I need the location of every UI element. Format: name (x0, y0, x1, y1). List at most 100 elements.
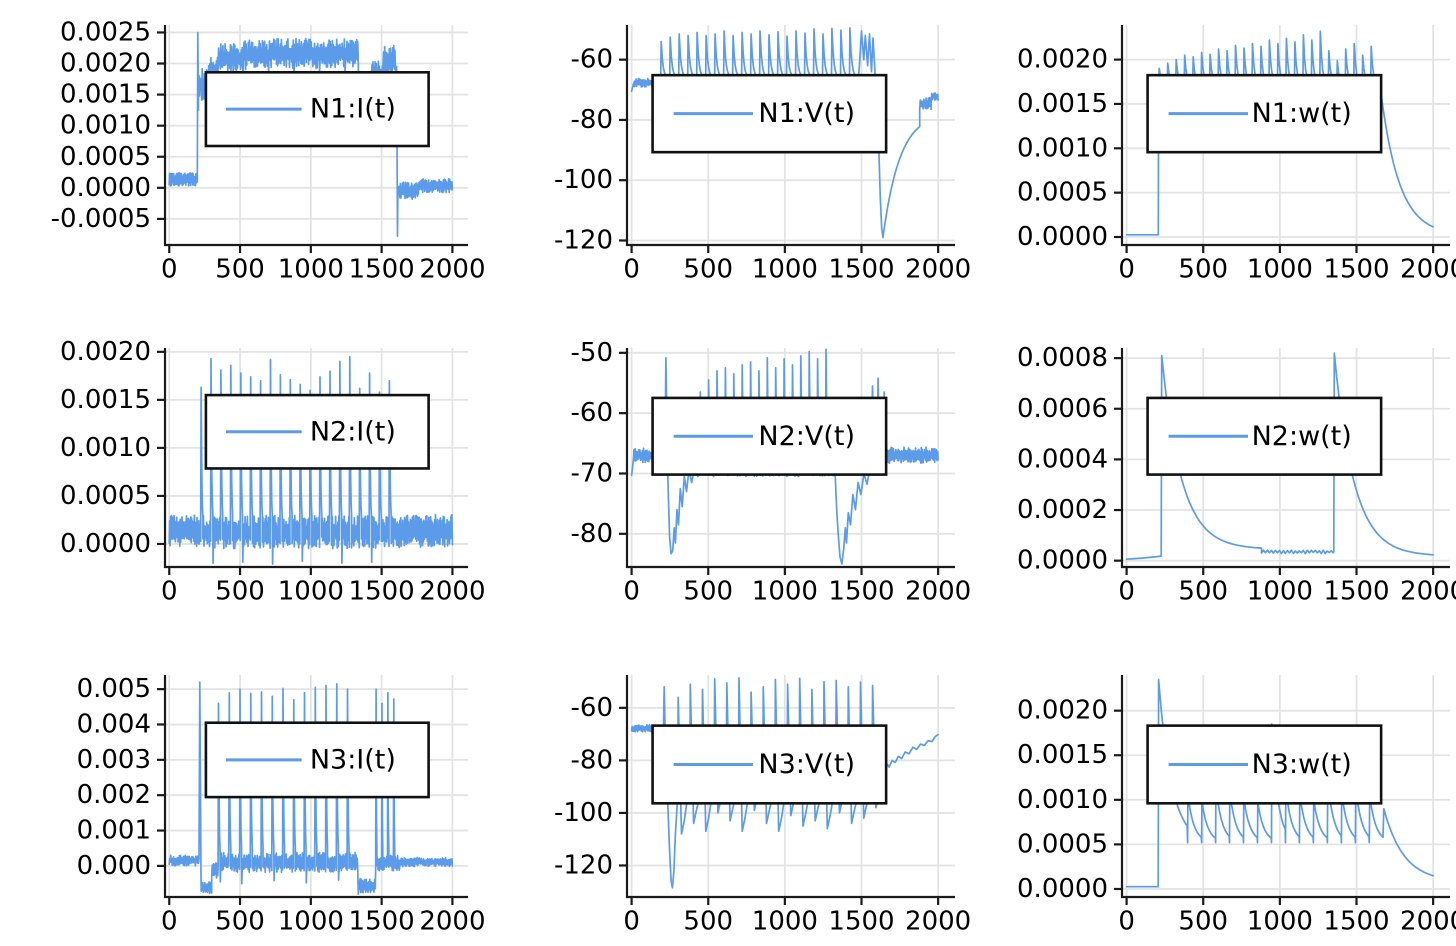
legend-label: N1:V(t) (758, 98, 855, 129)
legend-label: N3:w(t) (1252, 749, 1352, 780)
x-tick-label: 1500 (828, 906, 894, 936)
subplot-n2-v: -50 -60 -70 -80 0 500 1000 1500 2000 N2:V(t) (485, 300, 971, 630)
axes (1114, 675, 1450, 905)
subplot-n3-w: 0.0020 0.0015 0.0010 0.0005 0.0000 0 500 1000 15… (971, 630, 1456, 946)
y-tick-label: 0.0020 (60, 49, 151, 79)
x-tick-label: 500 (683, 254, 733, 284)
y-tick-label: -70 (571, 458, 613, 488)
y-tick-label: 0.005 (77, 674, 151, 704)
axes (619, 25, 955, 253)
x-tick-label: 1500 (1323, 254, 1389, 284)
legend-label: N3:V(t) (758, 749, 855, 780)
y-tick-label: 0.0025 (60, 17, 151, 47)
subplot-n2-w: 0.0008 0.0006 0.0004 0.0002 0.0000 0 500 1000 15… (971, 300, 1456, 630)
y-tick-label: -80 (571, 745, 613, 775)
legend-label: N2:w(t) (1252, 421, 1352, 452)
chart-svg-n1-v: -60 -80 -100 -120 0 500 1000 1500 2000 N1:V(t) (554, 25, 971, 284)
x-tick-label: 1500 (828, 254, 894, 284)
series-line-n2-i (168, 355, 454, 565)
subplot-n1-w: 0.0020 0.0015 0.0010 0.0005 0.0000 0 500 1000 15… (971, 0, 1456, 300)
y-tick-label: 0.0002 (1017, 495, 1108, 525)
y-tick-label: 0.0015 (60, 385, 151, 415)
y-tick-label: 0.0008 (1017, 343, 1108, 373)
axis-spines (1120, 675, 1450, 899)
axis-spines (163, 675, 468, 899)
tick-labels: 0.0020 0.0015 0.0010 0.0005 0.0000 0 500 1000 15… (1017, 696, 1456, 937)
x-tick-label: 1000 (752, 576, 818, 606)
y-tick-label: -100 (554, 798, 613, 828)
axes (157, 25, 468, 253)
y-tick-label: 0.0000 (60, 529, 151, 559)
legend-label: N2:V(t) (758, 421, 855, 452)
y-tick-label: -0.0005 (51, 204, 151, 234)
axis-spines (163, 348, 468, 569)
y-tick-label: -100 (554, 165, 613, 195)
series-line-n1-i (168, 31, 454, 238)
x-tick-label: 1500 (349, 576, 415, 606)
x-tick-label: 2000 (905, 254, 971, 284)
legend-n3-v: N3:V(t) (651, 724, 888, 805)
x-tick-label: 500 (683, 576, 733, 606)
x-tick-label: 1000 (752, 906, 818, 936)
x-tick-label: 2000 (419, 906, 485, 936)
chart-svg-n3-i: 0.005 0.004 0.003 0.002 0.001 0.000 0 500 1000 15… (77, 674, 485, 936)
x-tick-label: 2000 (1400, 576, 1456, 606)
y-tick-label: 0.0020 (1017, 45, 1108, 75)
x-tick-label: 1500 (828, 576, 894, 606)
axis-spines (1120, 25, 1450, 247)
axes (1114, 348, 1450, 575)
y-tick-label: 0.0010 (60, 111, 151, 141)
subplot-n3-v: -60 -80 -100 -120 0 500 1000 1500 2000 N3:V(t) (485, 630, 971, 946)
y-tick-label: 0.0006 (1017, 394, 1108, 424)
y-tick-label: 0.0010 (1017, 133, 1108, 163)
x-tick-label: 2000 (905, 576, 971, 606)
chart-svg-n1-w: 0.0020 0.0015 0.0010 0.0005 0.0000 0 500 1000 15… (1017, 25, 1456, 285)
tick-labels: -50 -60 -70 -80 0 500 1000 1500 2000 (571, 338, 971, 607)
legend-box (204, 721, 430, 799)
x-tick-label: 1000 (1247, 906, 1313, 936)
series-line-n3-i (168, 681, 454, 895)
y-tick-label: 0.0010 (1017, 785, 1108, 815)
chart-svg-n3-v: -60 -80 -100 -120 0 500 1000 1500 2000 N3:V(t) (554, 675, 971, 936)
x-tick-label: 0 (161, 254, 178, 284)
x-tick-label: 1000 (1247, 254, 1313, 284)
y-tick-label: 0.0015 (1017, 89, 1108, 119)
y-tick-label: 0.0005 (1017, 829, 1108, 859)
x-tick-label: 2000 (1400, 906, 1456, 936)
axis-spines (625, 348, 955, 569)
x-tick-label: 500 (683, 906, 733, 936)
axis-spines (163, 25, 468, 247)
x-tick-label: 1500 (349, 254, 415, 284)
y-tick-label: 0.0000 (60, 173, 151, 203)
y-tick-label: 0.0004 (1017, 444, 1108, 474)
subplot-n3-i: 0.005 0.004 0.003 0.002 0.001 0.000 0 500 1000 15… (0, 630, 485, 946)
y-tick-label: 0.0020 (60, 337, 151, 367)
y-tick-label: 0.0005 (1017, 178, 1108, 208)
chart-svg-n2-v: -50 -60 -70 -80 0 500 1000 1500 2000 N2:V(t) (571, 338, 971, 607)
x-tick-label: 2000 (905, 906, 971, 936)
y-tick-label: 0.0005 (60, 142, 151, 172)
tick-labels: 0.0020 0.0015 0.0010 0.0005 0.0000 0 500 1000 15… (1017, 45, 1456, 285)
chart-svg-n3-w: 0.0020 0.0015 0.0010 0.0005 0.0000 0 500 1000 15… (1017, 675, 1456, 937)
y-tick-label: 0.002 (77, 780, 151, 810)
x-tick-label: 0 (1118, 254, 1135, 284)
y-tick-label: -80 (571, 105, 613, 135)
legend-label: N1:I(t) (310, 94, 396, 125)
subplot-n2-i: 0.0020 0.0015 0.0010 0.0005 0.0000 0 500 1000 15… (0, 300, 485, 630)
x-tick-label: 500 (215, 906, 265, 936)
legend-label: N1:w(t) (1252, 98, 1352, 129)
subplot-n1-v: -60 -80 -100 -120 0 500 1000 1500 2000 N1:V(t) (485, 0, 971, 300)
x-tick-label: 0 (1118, 906, 1135, 936)
x-tick-label: 1000 (1247, 576, 1313, 606)
x-tick-label: 500 (1178, 254, 1228, 284)
y-tick-label: -60 (571, 398, 613, 428)
tick-labels: 0.0008 0.0006 0.0004 0.0002 0.0000 0 500 1000 15… (1017, 343, 1456, 606)
x-tick-label: 1000 (278, 576, 344, 606)
chart-svg-n2-i: 0.0020 0.0015 0.0010 0.0005 0.0000 0 500 1000 15… (60, 337, 485, 607)
legend-n1-i: N1:I(t) (204, 71, 430, 148)
axes (1114, 25, 1450, 253)
axis-spines (625, 25, 955, 247)
x-tick-label: 1000 (278, 906, 344, 936)
x-tick-label: 0 (623, 906, 640, 936)
